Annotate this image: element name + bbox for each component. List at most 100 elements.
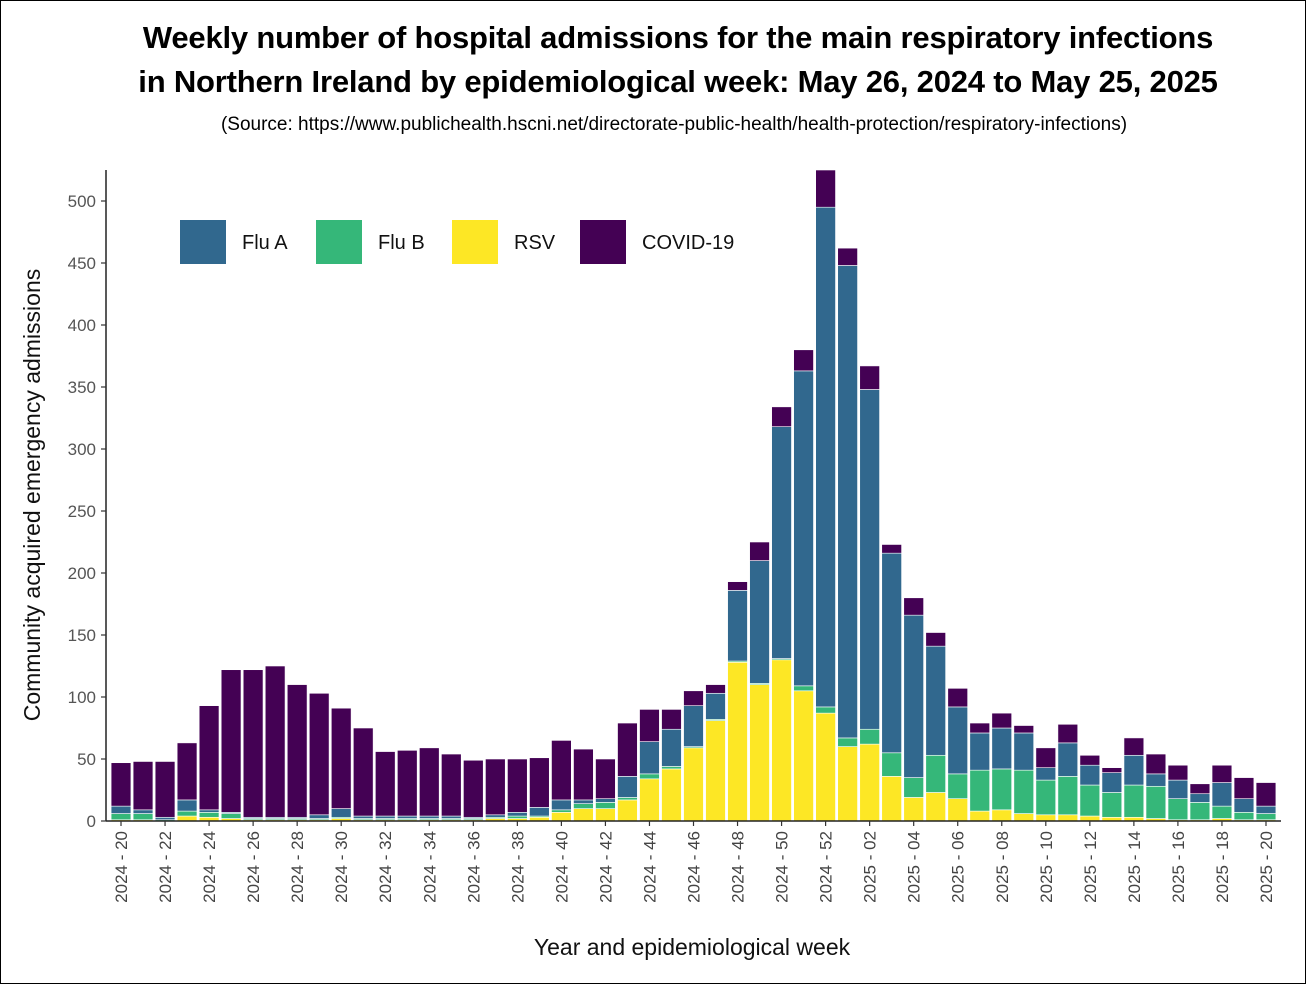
bar-segment-covid-19-19 [529, 757, 550, 808]
bar-segment-flu-a-48 [1167, 779, 1189, 799]
y-axis-title: Community acquired emergency admissions [19, 269, 45, 722]
bar-segment-covid-19-43 [1057, 723, 1079, 744]
bar-segment-flu-a-49 [1189, 793, 1211, 803]
chart-title-line1: Weekly number of hospital admissions for… [142, 20, 1214, 55]
bar-segment-rsv-23 [617, 799, 638, 822]
bar-segment-covid-19-1 [132, 761, 154, 811]
x-axis-title: Year and epidemiological week [534, 934, 851, 960]
legend-swatch-flu-b [316, 220, 362, 264]
bar-segment-flu-b-23 [617, 797, 638, 801]
legend-swatch-flu-a [180, 220, 226, 264]
bar-segment-covid-19-15 [441, 753, 462, 817]
bar-segment-covid-19-52 [1255, 782, 1277, 807]
x-tick-label: 2024 - 40 [552, 831, 571, 903]
bar-segment-flu-a-14 [419, 815, 440, 819]
bar-segment-flu-a-31 [793, 370, 814, 687]
bar-segment-rsv-24 [639, 778, 660, 822]
bar-segment-covid-19-21 [573, 748, 594, 801]
bar-segment-rsv-36 [903, 797, 924, 822]
bar-segment-flu-a-0 [110, 805, 132, 814]
chart-title-line2: in Northern Ireland by epidemiological w… [138, 64, 1218, 99]
bar-segment-rsv-30 [771, 659, 792, 822]
bar-segment-rsv-20 [551, 812, 572, 822]
bar-segment-flu-b-32 [815, 706, 836, 714]
bar-segment-covid-19-29 [749, 541, 770, 561]
bar-segment-flu-a-18 [507, 812, 528, 817]
x-tick-label: 2025 - 18 [1213, 831, 1232, 903]
bar-segment-flu-b-21 [573, 803, 594, 809]
bar-segment-covid-19-32 [815, 169, 836, 208]
bar-segment-rsv-27 [705, 720, 726, 822]
bar-segment-rsv-42 [1035, 814, 1057, 822]
bar-segment-flu-b-20 [551, 809, 572, 813]
bar-segment-flu-a-51 [1233, 798, 1255, 813]
bar-segment-rsv-37 [925, 792, 946, 822]
bar-segment-flu-a-3 [176, 799, 198, 812]
bar-segment-flu-a-30 [771, 426, 792, 659]
bar-segment-flu-a-28 [727, 590, 748, 662]
x-tick-label: 2025 - 14 [1125, 831, 1144, 903]
bar-segment-covid-19-37 [925, 632, 946, 647]
bar-segment-covid-19-35 [881, 544, 902, 554]
bar-segment-rsv-25 [661, 768, 682, 822]
y-tick-label: 200 [68, 564, 96, 583]
bar-segment-flu-b-46 [1123, 784, 1145, 818]
bar-segment-rsv-28 [727, 661, 748, 822]
bar-segment-rsv-38 [947, 798, 968, 822]
x-tick-label: 2024 - 46 [685, 831, 704, 903]
bar-segment-flu-a-52 [1255, 805, 1277, 814]
bar-segment-covid-19-24 [639, 709, 660, 742]
bar-segment-covid-19-7 [264, 665, 286, 818]
bar-segment-covid-19-47 [1145, 753, 1167, 775]
bar-segment-covid-19-39 [969, 722, 990, 734]
bar-segment-covid-19-9 [308, 692, 330, 816]
y-tick-label: 100 [68, 688, 96, 707]
bar-segment-covid-19-31 [793, 349, 814, 372]
x-tick-label: 2025 - 04 [905, 831, 924, 903]
bar-segment-covid-19-3 [176, 742, 198, 801]
bar-segment-flu-a-10 [330, 808, 352, 818]
y-tick-label: 400 [68, 316, 96, 335]
bar-segment-flu-b-38 [947, 773, 968, 799]
bar-segment-flu-a-33 [837, 265, 858, 739]
bar-segment-flu-a-41 [1013, 732, 1034, 771]
bar-segment-covid-19-13 [397, 750, 418, 817]
bar-segment-flu-a-24 [639, 741, 660, 775]
bar-segment-flu-b-42 [1035, 779, 1057, 816]
bar-segment-rsv-21 [573, 808, 594, 822]
bar-segment-flu-a-34 [859, 389, 880, 730]
x-tick-label: 2024 - 52 [817, 831, 836, 903]
x-tick-label: 2024 - 32 [376, 831, 395, 903]
bar-segment-covid-19-6 [242, 669, 264, 818]
bar-segment-flu-a-36 [903, 614, 924, 778]
bar-segment-rsv-34 [859, 743, 880, 822]
legend: Flu A Flu B RSV COVID-19 [180, 220, 734, 264]
bar-segment-flu-b-49 [1189, 802, 1211, 821]
bar-segment-flu-b-47 [1145, 785, 1167, 819]
x-tick-label: 2025 - 16 [1169, 831, 1188, 903]
y-tick-label: 0 [87, 812, 96, 831]
bar-segment-flu-b-43 [1057, 776, 1079, 816]
bar-segment-flu-b-52 [1255, 813, 1277, 821]
bar-segment-covid-19-4 [198, 705, 220, 811]
y-tick-label: 250 [68, 502, 96, 521]
x-tick-label: 2025 - 10 [1037, 831, 1056, 903]
x-tick-label: 2024 - 24 [200, 831, 219, 903]
x-tick-label: 2024 - 22 [156, 831, 175, 903]
bar-segment-flu-a-29 [749, 560, 770, 684]
bar-segment-covid-19-42 [1035, 747, 1057, 768]
bar-segment-rsv-32 [815, 712, 836, 822]
legend-label-rsv: RSV [514, 232, 556, 254]
bar-segment-covid-19-11 [353, 727, 374, 817]
bar-segment-covid-19-40 [991, 712, 1012, 729]
bar-segment-flu-a-22 [595, 798, 616, 803]
bar-segment-flu-a-1 [132, 809, 154, 814]
bar-segment-covid-19-28 [727, 581, 748, 591]
bar-segment-flu-a-12 [375, 815, 396, 819]
x-tick-label: 2025 - 20 [1257, 831, 1276, 903]
x-tick-label: 2024 - 28 [288, 831, 307, 903]
bar-segment-flu-b-35 [881, 752, 902, 777]
bar-segment-flu-a-25 [661, 728, 682, 767]
bar-segment-covid-19-0 [110, 762, 132, 807]
